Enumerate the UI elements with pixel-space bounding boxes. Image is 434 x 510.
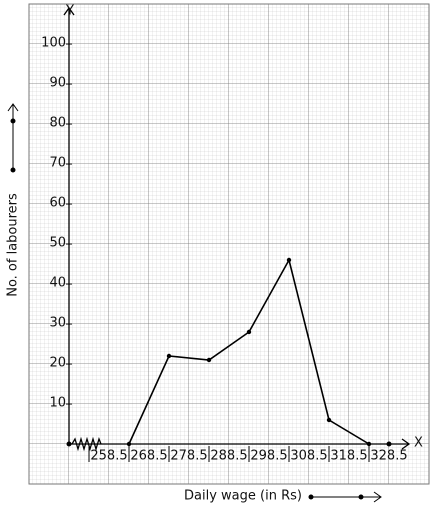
y-tick-label: 20	[49, 356, 66, 371]
graph-paper	[28, 3, 430, 485]
x-axis-letter: X	[414, 436, 423, 451]
y-tick-label: 40	[49, 276, 66, 291]
decoration-arrows	[7, 103, 392, 503]
x-tick-label: 268.5	[130, 449, 167, 464]
y-tick-label: 60	[49, 196, 66, 211]
x-tick-label: 318.5	[330, 449, 367, 464]
axes	[63, 6, 411, 452]
x-tick-label: 308.5	[290, 449, 327, 464]
data-point	[366, 441, 372, 447]
data-point	[206, 357, 212, 363]
data-point	[166, 353, 172, 359]
x-tick-label: 328.5	[370, 449, 407, 464]
y-tick-label: 70	[49, 156, 66, 171]
y-tick-label: 50	[49, 236, 66, 251]
x-axis-title: Daily wage (in Rs)	[184, 489, 302, 504]
y-axis-letter: Y	[65, 4, 74, 19]
data-point	[326, 417, 332, 423]
y-tick-label: 90	[49, 76, 66, 91]
x-tick-label: 278.5	[170, 449, 207, 464]
x-tick-label: 288.5	[210, 449, 247, 464]
data-point	[286, 257, 292, 263]
y-tick-label: 100	[41, 36, 66, 51]
y-tick-label: 30	[49, 316, 66, 331]
x-tick-label: 258.5	[90, 449, 127, 464]
x-tick-label: 298.5	[250, 449, 287, 464]
data-point	[246, 329, 252, 335]
y-tick-label: 80	[49, 116, 66, 131]
y-axis-title: No. of labourers	[6, 193, 21, 297]
y-tick-label: 10	[49, 396, 66, 411]
data-point	[126, 441, 132, 447]
